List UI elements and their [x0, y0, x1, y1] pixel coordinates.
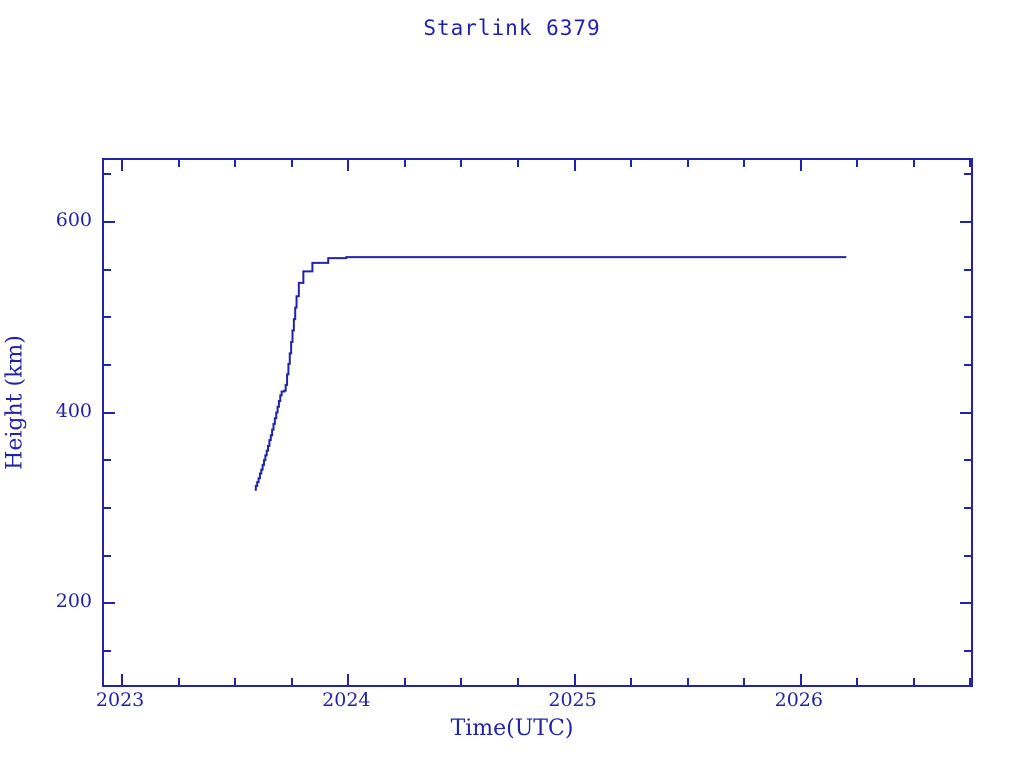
axis-tick — [347, 674, 350, 685]
axis-tick — [104, 363, 111, 366]
axis-tick — [912, 678, 915, 685]
axis-tick — [460, 160, 463, 167]
axis-tick — [517, 160, 519, 167]
axis-tick — [743, 160, 746, 167]
axis-tick — [104, 649, 111, 652]
axis-tick — [964, 459, 971, 462]
y-tick-label: 600 — [55, 208, 92, 231]
axis-tick — [964, 316, 971, 319]
data-series-line — [254, 256, 847, 491]
axis-tick — [686, 678, 689, 685]
axis-tick — [104, 459, 111, 462]
x-axis-title: Time(UTC) — [450, 716, 574, 741]
axis-tick — [290, 678, 293, 685]
axis-tick — [630, 678, 633, 685]
axis-tick — [234, 160, 237, 167]
axis-tick — [964, 268, 971, 271]
axis-tick — [964, 363, 971, 366]
x-axis-tick-labels: 2023 2024 2025 2026 — [96, 689, 973, 719]
y-axis-tick-labels: 200 400 600 — [0, 158, 92, 687]
axis-tick — [460, 678, 463, 685]
axis-tick — [290, 160, 293, 167]
axis-tick — [347, 160, 350, 171]
axis-tick — [104, 602, 115, 605]
axis-tick — [686, 160, 689, 167]
axis-tick — [912, 160, 915, 167]
axis-tick — [743, 678, 746, 685]
axis-tick — [104, 173, 111, 176]
x-tick-label: 2023 — [95, 689, 145, 711]
plot-area — [104, 160, 972, 685]
axis-tick — [104, 554, 111, 557]
axis-tick — [234, 678, 237, 685]
axis-tick — [964, 173, 971, 176]
axis-tick — [104, 411, 115, 414]
axis-tick — [573, 160, 576, 171]
axis-tick — [964, 554, 971, 557]
x-tick-label: 2026 — [774, 689, 823, 711]
plot-frame — [102, 158, 973, 687]
axis-tick — [177, 160, 180, 167]
y-tick-label: 200 — [55, 590, 92, 613]
axis-tick — [960, 220, 971, 223]
axis-tick — [403, 160, 406, 167]
axis-tick — [630, 160, 633, 167]
axis-tick — [856, 678, 859, 685]
axis-tick — [104, 506, 111, 509]
axis-tick — [104, 268, 111, 271]
axis-tick — [856, 160, 859, 167]
axis-tick — [969, 160, 972, 167]
chart-title: Starlink 6379 — [423, 16, 601, 40]
y-tick-label: 400 — [55, 399, 92, 422]
axis-tick — [104, 220, 115, 223]
axis-tick — [177, 678, 180, 685]
y-axis-title: Height (km) — [2, 335, 28, 470]
x-tick-label: 2025 — [548, 689, 597, 711]
x-tick-label: 2024 — [322, 689, 371, 711]
axis-tick — [964, 506, 971, 509]
axis-tick — [799, 160, 802, 171]
axis-tick — [799, 674, 802, 685]
axis-tick — [121, 160, 124, 171]
axis-tick — [960, 411, 971, 414]
axis-tick — [121, 674, 124, 685]
axis-tick — [960, 602, 971, 605]
axis-tick — [517, 678, 519, 685]
axis-tick — [969, 678, 972, 685]
axis-tick — [573, 674, 576, 685]
axis-tick — [964, 649, 971, 652]
axis-tick — [403, 678, 406, 685]
axis-tick — [104, 316, 111, 319]
